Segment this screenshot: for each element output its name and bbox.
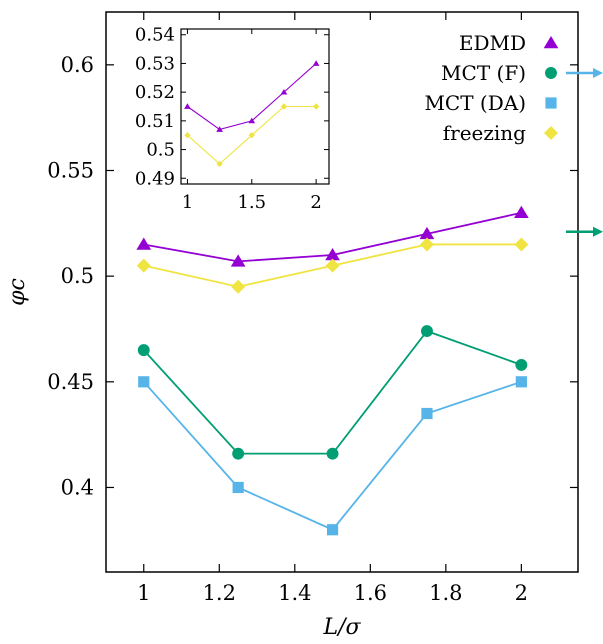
- data-point-mct-f-3: [421, 325, 433, 338]
- legend-marker-freezing: [544, 126, 558, 140]
- inset-data-point-edmd-0: [184, 103, 191, 109]
- x-axis-label: L/σ: [322, 615, 361, 640]
- data-point-freezing-1: [231, 279, 246, 294]
- data-point-mct-f-2: [326, 447, 339, 460]
- legend: EDMD MCT (F) MCT (DA) freezing: [424, 31, 559, 145]
- data-point-freezing-3: [419, 237, 434, 252]
- y-tick-label-2: 0.5: [61, 264, 94, 288]
- inset-y-tick-label-4: 0.53: [135, 53, 175, 74]
- legend-marker-mct-f: [545, 67, 557, 79]
- y-tick-label-4: 0.6: [61, 53, 94, 77]
- main-axis-ticks: [106, 12, 578, 572]
- x-tick-label-3: 1.6: [354, 581, 387, 605]
- series-mct-f: [137, 325, 528, 460]
- inset-y-tick-label-1: 0.5: [146, 140, 175, 161]
- data-point-edmd-4: [514, 205, 529, 219]
- data-point-edmd-3: [419, 226, 435, 240]
- inset-axis-tick-labels: 1 1.5 2 0.49 0.5 0.51 0.52 0.53 0.54: [135, 25, 322, 213]
- inset-data-point-edmd-3: [280, 88, 288, 95]
- series-edmd: [136, 205, 529, 267]
- inset-y-tick-label-3: 0.52: [135, 82, 175, 103]
- data-point-mct-da-1: [232, 481, 244, 494]
- inset-data-point-edmd-4: [312, 60, 320, 66]
- inset-y-tick-label-0: 0.49: [135, 168, 175, 189]
- legend-label-edmd: EDMD: [459, 31, 526, 55]
- legend-marker-mct-da: [545, 97, 557, 109]
- y-tick-label-1: 0.45: [47, 370, 94, 394]
- inset-series-edmd: [184, 60, 320, 132]
- data-point-mct-da-2: [326, 524, 339, 536]
- data-point-edmd-0: [136, 237, 152, 250]
- legend-label-mct-da: MCT (DA): [424, 91, 526, 115]
- inset-data-point-freezing-1: [216, 160, 223, 168]
- data-point-freezing-2: [325, 258, 340, 273]
- inset-data-point-freezing-4: [312, 103, 320, 110]
- inset-axis-ticks: [181, 29, 329, 184]
- data-point-mct-f-4: [515, 358, 528, 371]
- y-tick-label-0: 0.4: [61, 475, 94, 499]
- arrow-head-0: [593, 68, 603, 78]
- data-point-mct-f-0: [137, 344, 150, 357]
- inset-data-point-edmd-2: [248, 117, 256, 124]
- arrows-layer: [566, 68, 603, 237]
- inset-series-freezing: [184, 103, 320, 168]
- series-line-mct-f: [143, 330, 522, 455]
- inset-data-point-freezing-3: [280, 103, 288, 110]
- data-point-edmd-2: [325, 248, 340, 261]
- inset-x-tick-label-2: 2: [310, 192, 321, 213]
- y-tick-label-3: 0.55: [47, 158, 94, 182]
- legend-label-freezing: freezing: [443, 121, 526, 145]
- x-tick-label-4: 1.8: [429, 581, 462, 605]
- inset-data-point-freezing-0: [184, 132, 191, 139]
- data-point-edmd-1: [230, 254, 246, 267]
- inset-data-point-freezing-2: [248, 132, 255, 139]
- data-point-mct-da-0: [138, 376, 150, 388]
- x-tick-label-1: 1.2: [203, 581, 236, 605]
- data-point-mct-da-4: [515, 376, 527, 388]
- main-series-layer: [136, 205, 529, 536]
- x-tick-label-2: 1.4: [278, 581, 311, 605]
- inset-y-tick-label-5: 0.54: [135, 25, 175, 46]
- arrow-head-1: [593, 226, 603, 237]
- series-mct-da: [138, 376, 527, 536]
- data-point-mct-f-1: [232, 447, 245, 460]
- data-point-freezing-0: [136, 258, 151, 273]
- data-point-mct-da-3: [421, 407, 433, 420]
- plot-frame: [105, 11, 579, 573]
- main-axis-tick-labels: 1 1.2 1.4 1.6 1.8 2 0.4 0.45 0.5 0.55 0.6: [47, 53, 528, 605]
- y-axis-label: φc: [5, 278, 30, 306]
- inset-series-layer: [184, 60, 320, 168]
- x-tick-label-0: 1: [137, 581, 150, 605]
- data-point-freezing-4: [514, 237, 529, 252]
- inset-x-tick-label-1: 1.5: [237, 192, 266, 213]
- legend-marker-edmd: [543, 36, 559, 49]
- inset-data-point-edmd-1: [216, 126, 223, 132]
- legend-markers: [543, 36, 559, 140]
- inset-y-tick-label-2: 0.51: [135, 111, 175, 132]
- legend-label-mct-f: MCT (F): [441, 61, 526, 85]
- x-tick-label-5: 2: [515, 581, 528, 605]
- inset-x-tick-label-0: 1: [182, 192, 193, 213]
- series-freezing: [136, 237, 529, 294]
